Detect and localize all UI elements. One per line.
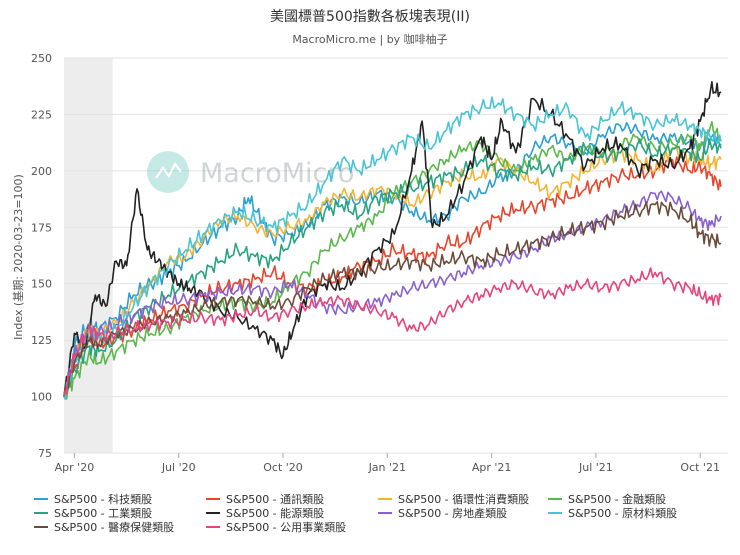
- shaded-region: [64, 58, 113, 453]
- legend-label: S&P500 - 通訊類股: [226, 493, 325, 506]
- legend-label: S&P500 - 原材料類股: [568, 507, 678, 520]
- y-tick-label: 125: [31, 334, 52, 347]
- legend-swatch: [206, 498, 220, 500]
- legend-item[interactable]: S&P500 - 通訊類股: [206, 491, 324, 507]
- series-line-8: [63, 96, 722, 400]
- macromicro-watermark: MacroMicro: [147, 151, 354, 193]
- legend-item[interactable]: S&P500 - 金融類股: [548, 491, 666, 507]
- legend-item[interactable]: S&P500 - 工業類股: [34, 505, 152, 521]
- series-line-5: [63, 138, 722, 398]
- series-line-9: [63, 201, 722, 397]
- x-tick-label: Jul '21: [578, 461, 613, 474]
- legend-swatch: [34, 498, 48, 500]
- y-tick-label: 225: [31, 108, 52, 121]
- legend-swatch: [378, 498, 392, 500]
- legend-label: S&P500 - 金融類股: [568, 493, 667, 506]
- series-line-2: [63, 156, 722, 400]
- watermark-logo-line: [155, 161, 182, 179]
- legend-item[interactable]: S&P500 - 房地產類股: [378, 505, 507, 521]
- shaded-period: [64, 58, 113, 453]
- y-tick-label: 250: [31, 52, 52, 65]
- legend-label: S&P500 - 房地產類股: [398, 507, 508, 520]
- x-tick-label: Apr '21: [472, 461, 512, 474]
- legend-swatch: [206, 512, 220, 514]
- legend-label: S&P500 - 公用事業類股: [226, 521, 347, 534]
- legend-swatch: [34, 512, 48, 514]
- series-lines: [63, 81, 722, 400]
- legend-item[interactable]: S&P500 - 公用事業類股: [206, 519, 346, 535]
- legend-item[interactable]: S&P500 - 科技類股: [34, 491, 152, 507]
- y-tick-label: 200: [31, 165, 52, 178]
- x-tick-label: Apr '20: [55, 461, 95, 474]
- legend-label: S&P500 - 工業類股: [54, 507, 153, 520]
- chart-subtitle: MacroMicro.me | by 咖啡柚子: [292, 33, 448, 46]
- legend-swatch: [548, 498, 562, 500]
- legend-swatch: [378, 512, 392, 514]
- x-axis: Apr '20 Jul '20 Oct '20 Jan '21 Apr '21 Jul '…: [55, 453, 720, 474]
- x-tick-label: Jul '20: [161, 461, 196, 474]
- legend-swatch: [34, 526, 48, 528]
- x-tick-label: Jan '21: [368, 461, 406, 474]
- y-tick-label: 100: [31, 391, 52, 404]
- series-line-6: [63, 81, 722, 397]
- legend-label: S&P500 - 醫療保健類股: [54, 521, 175, 534]
- legend-label: S&P500 - 循環性消費類股: [398, 493, 530, 506]
- y-axis-label: Index (基期: 2020-03-23=100): [12, 174, 25, 340]
- watermark-text: MacroMicro: [200, 158, 354, 189]
- y-tick-label: 150: [31, 278, 52, 291]
- legend-swatch: [548, 512, 562, 514]
- legend-item[interactable]: S&P500 - 原材料類股: [548, 505, 677, 521]
- y-tick-label: 175: [31, 221, 52, 234]
- grid-lines: [64, 57, 728, 454]
- legend-label: S&P500 - 能源類股: [226, 507, 325, 520]
- legend-item[interactable]: S&P500 - 能源類股: [206, 505, 324, 521]
- watermark-logo-icon: [147, 151, 189, 193]
- y-axis: 75 100 125 150 175 200 225 250: [31, 52, 52, 460]
- legend-item[interactable]: S&P500 - 醫療保健類股: [34, 519, 174, 535]
- series-line-10: [63, 267, 722, 397]
- legend-swatch: [206, 526, 220, 528]
- x-tick-label: Oct '20: [263, 461, 303, 474]
- x-tick-label: Oct '21: [680, 461, 720, 474]
- legend-item[interactable]: S&P500 - 循環性消費類股: [378, 491, 529, 507]
- chart-title: 美國標普500指數各板塊表現(II): [270, 9, 470, 25]
- legend-label: S&P500 - 科技類股: [54, 493, 153, 506]
- y-tick-label: 75: [38, 447, 52, 460]
